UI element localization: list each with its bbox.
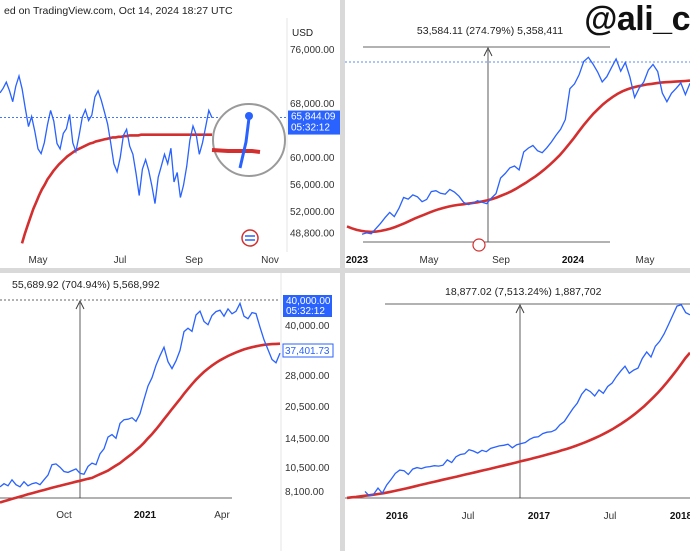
chart-panel-3: 55,689.92 (704.94%) 5,568,992 40,000.00 05…: [0, 273, 340, 551]
chart-2-svg: 53,584.11 (274.79%) 5,358,411 2023 May Sep 2…: [345, 25, 690, 266]
zoomed-price-dot: [245, 112, 253, 120]
x-tick-label: 2021: [134, 510, 157, 521]
y-tick-label: 48,800.00: [290, 229, 335, 240]
x-tick-label: Jul: [114, 255, 127, 266]
y-tick-label: 14,500.00: [285, 434, 330, 445]
current-price-value: 37,401.73: [285, 346, 330, 357]
flag-icon: [472, 238, 486, 252]
y-tick-label: 56,000.00: [290, 180, 335, 191]
x-tick-label: May: [29, 255, 48, 266]
current-price-outline-badge: [282, 343, 334, 358]
y-tick-label: 10,500.00: [285, 463, 330, 474]
badge-price-value: 40,000.00: [286, 296, 331, 307]
x-tick-label: Nov: [261, 255, 279, 266]
measurement-label: 18,877.02 (7,513.24%) 1,887,702: [445, 286, 602, 298]
chart-panel-1: ed on TradingView.com, Oct 14, 2024 18:2…: [0, 0, 340, 268]
x-tick-label: 2017: [528, 511, 551, 522]
zoomed-price-segment: [238, 117, 251, 169]
price-line: [361, 56, 690, 235]
x-tick-label: May: [636, 255, 655, 266]
y-tick-label: 60,000.00: [290, 153, 335, 164]
x-tick-label: Oct: [56, 510, 72, 521]
chart-panel-2: @ali_c 53,584.11 (274.79%) 5,358,411 2023…: [345, 0, 690, 268]
measure-arrowhead: [515, 303, 525, 314]
price-line: [364, 304, 690, 497]
measure-arrowhead: [483, 46, 493, 57]
candle-countdown: 05:32:12: [286, 306, 325, 317]
chart-1-svg: USD 76,000.00 68,000.00 60,000.00 56,000.00 5…: [0, 18, 340, 266]
y-tick-label: 76,000.00: [290, 45, 335, 56]
moving-average-line: [20, 133, 212, 244]
flag-stripes-icon: [245, 235, 255, 241]
x-tick-label: 2018: [670, 511, 690, 522]
x-tick-label: May: [420, 255, 439, 266]
moving-average-line: [346, 351, 690, 500]
x-tick-label: Sep: [185, 255, 203, 266]
candle-countdown: 05:32:12: [291, 123, 330, 134]
measurement-label: 55,689.92 (704.94%) 5,568,992: [12, 279, 160, 291]
measure-arrowhead: [75, 299, 85, 310]
y-tick-label: 68,000.00: [290, 99, 335, 110]
y-tick-label: 28,000.00: [285, 371, 330, 382]
measurement-label: 53,584.11 (274.79%) 5,358,411: [417, 25, 563, 37]
chart-header-source: ed on TradingView.com, Oct 14, 2024 18:2…: [4, 5, 233, 17]
price-line: [0, 301, 281, 488]
current-price-value: 65,844.09: [291, 112, 336, 123]
author-watermark: @ali_c: [584, 0, 690, 38]
moving-average-line: [0, 342, 281, 504]
x-tick-label: Apr: [214, 510, 230, 521]
x-tick-label: 2016: [386, 511, 409, 522]
y-tick-label: 52,000.00: [290, 207, 335, 218]
flag-icon: [241, 229, 259, 247]
y-tick-label: 40,000.00: [285, 321, 330, 332]
chart-3-svg: 55,689.92 (704.94%) 5,568,99240,000.0005…: [0, 273, 334, 551]
currency-label: USD: [292, 28, 313, 39]
x-tick-label: Sep: [492, 255, 510, 266]
chart-4-svg: 18,877.02 (7,513.24%) 1,887,702 2016 Jul 20…: [345, 286, 690, 522]
current-price-badge: [283, 295, 332, 317]
price-line: [0, 73, 213, 204]
highlight-circle: [212, 103, 286, 177]
x-tick-label: 2024: [562, 255, 585, 266]
x-tick-label: 2023: [346, 255, 369, 266]
x-tick-label: Jul: [604, 511, 617, 522]
chart-panel-4: 18,877.02 (7,513.24%) 1,887,702 2016 Jul 20…: [345, 273, 690, 551]
y-tick-label: 20,500.00: [285, 402, 330, 413]
y-tick-label: 8,100.00: [285, 487, 324, 498]
x-tick-label: Jul: [462, 511, 475, 522]
zoomed-ma-segment: [211, 148, 261, 154]
current-price-badge: [288, 110, 340, 135]
